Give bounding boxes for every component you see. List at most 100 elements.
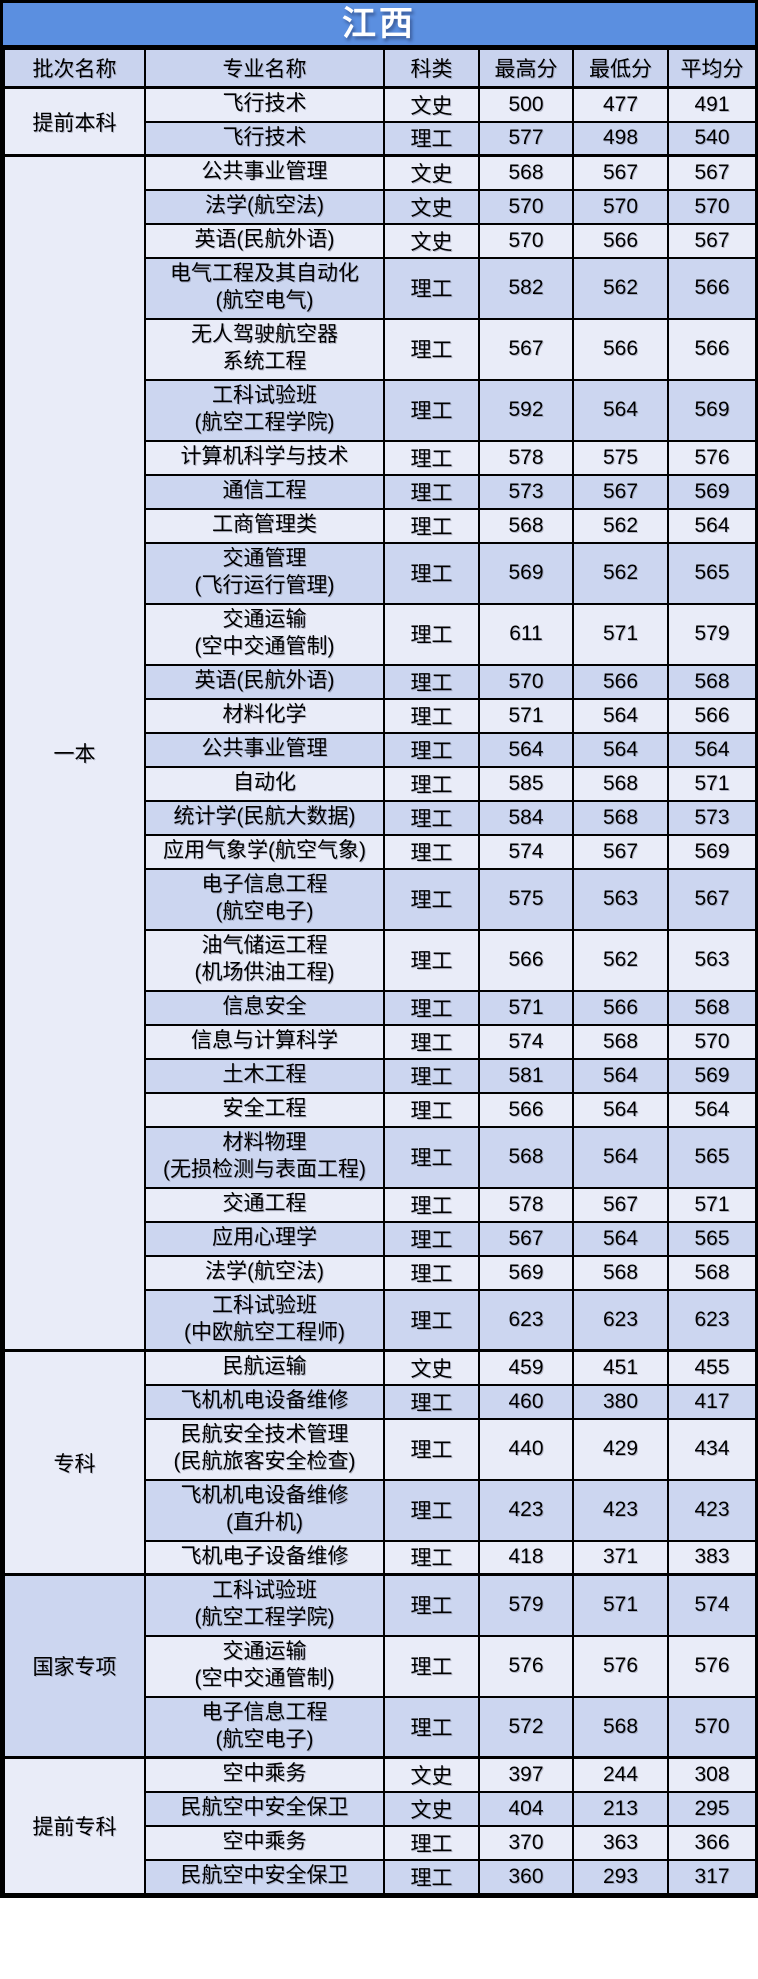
table-row: 计算机科学与技术 理工 578 575 576 (4, 439, 757, 476)
min-score-cell: 293 (572, 1858, 669, 1895)
table-row: 信息与计算科学 理工 574 568 570 (4, 1023, 757, 1060)
table-row: 飞机机电设备维修 (直升机) 理工 423 423 423 (4, 1478, 757, 1542)
avg-score-cell: 564 (667, 507, 757, 544)
batch-cell: 一本 (3, 154, 146, 1352)
max-score-cell: 423 (478, 1478, 574, 1542)
major-cell: 空中乘务 (144, 1756, 385, 1793)
max-score-cell: 397 (478, 1756, 574, 1793)
min-score-cell: 562 (572, 507, 669, 544)
max-score-cell: 575 (478, 867, 574, 931)
table-row: 信息安全 理工 571 566 568 (4, 989, 757, 1026)
max-score-cell: 370 (478, 1824, 574, 1861)
table-row: 应用气象学(航空气象) 理工 574 567 569 (4, 833, 757, 870)
major-cell: 飞行技术 (144, 120, 385, 157)
avg-score-cell: 455 (667, 1349, 757, 1386)
max-score-cell: 566 (478, 928, 574, 992)
major-cell: 交通运输 (空中交通管制) (144, 1634, 385, 1698)
major-cell: 飞机机电设备维修 (144, 1383, 385, 1420)
min-score-cell: 566 (572, 989, 669, 1026)
table-title: 江西 (3, 3, 755, 48)
max-score-cell: 584 (478, 799, 574, 836)
max-score-cell: 571 (478, 697, 574, 734)
category-cell: 理工 (383, 541, 480, 605)
max-score-cell: 569 (478, 541, 574, 605)
max-score-cell: 585 (478, 765, 574, 802)
table-row: 自动化 理工 585 568 571 (4, 765, 757, 802)
category-cell: 理工 (383, 1057, 480, 1094)
table-row: 法学(航空法) 文史 570 570 570 (4, 188, 757, 225)
min-score-cell: 568 (572, 1254, 669, 1291)
max-score-cell: 578 (478, 1186, 574, 1223)
avg-score-cell: 623 (667, 1288, 757, 1352)
avg-score-cell: 564 (667, 731, 757, 768)
avg-score-cell: 569 (667, 1057, 757, 1094)
max-score-cell: 566 (478, 1091, 574, 1128)
category-cell: 理工 (383, 439, 480, 476)
category-cell: 理工 (383, 663, 480, 700)
min-score-cell: 363 (572, 1824, 669, 1861)
category-cell: 理工 (383, 1023, 480, 1060)
category-cell: 理工 (383, 1417, 480, 1481)
major-cell: 飞机电子设备维修 (144, 1539, 385, 1576)
avg-score-cell: 564 (667, 1091, 757, 1128)
min-score-cell: 568 (572, 1023, 669, 1060)
avg-score-cell: 570 (667, 1695, 757, 1759)
max-score-cell: 592 (478, 378, 574, 442)
major-cell: 英语(民航外语) (144, 663, 385, 700)
max-score-cell: 578 (478, 439, 574, 476)
max-score-cell: 572 (478, 1695, 574, 1759)
category-cell: 文史 (383, 188, 480, 225)
major-cell: 空中乘务 (144, 1824, 385, 1861)
major-cell: 统计学(民航大数据) (144, 799, 385, 836)
max-score-cell: 500 (478, 86, 574, 123)
min-score-cell: 571 (572, 602, 669, 666)
avg-score-cell: 569 (667, 833, 757, 870)
major-cell: 油气储运工程 (机场供油工程) (144, 928, 385, 992)
major-cell: 民航安全技术管理 (民航旅客安全检查) (144, 1417, 385, 1481)
avg-score-cell: 569 (667, 473, 757, 510)
category-cell: 理工 (383, 317, 480, 381)
table-row: 民航空中安全保卫 文史 404 213 295 (4, 1790, 757, 1827)
table-row: 电气工程及其自动化 (航空电气) 理工 582 562 566 (4, 256, 757, 320)
table-row: 空中乘务 理工 370 363 366 (4, 1824, 757, 1861)
table-row: 工科试验班 (中欧航空工程师) 理工 623 623 623 (4, 1288, 757, 1352)
major-cell: 公共事业管理 (144, 731, 385, 768)
batch-cell: 提前本科 (3, 86, 146, 157)
table-row: 飞机机电设备维修 理工 460 380 417 (4, 1383, 757, 1420)
min-score-cell: 566 (572, 222, 669, 259)
min-score-cell: 564 (572, 1220, 669, 1257)
max-score-cell: 568 (478, 1125, 574, 1189)
category-cell: 文史 (383, 1756, 480, 1793)
min-score-cell: 564 (572, 697, 669, 734)
table-row: 英语(民航外语) 文史 570 566 567 (4, 222, 757, 259)
table-row: 安全工程 理工 566 564 564 (4, 1091, 757, 1128)
table-row: 交通运输 (空中交通管制) 理工 611 571 579 (4, 602, 757, 666)
table-row: 材料物理 (无损检测与表面工程) 理工 568 564 565 (4, 1125, 757, 1189)
max-score-cell: 360 (478, 1858, 574, 1895)
category-cell: 理工 (383, 1254, 480, 1291)
max-score-cell: 576 (478, 1634, 574, 1698)
min-score-cell: 429 (572, 1417, 669, 1481)
max-score-cell: 567 (478, 1220, 574, 1257)
category-cell: 理工 (383, 799, 480, 836)
major-cell: 英语(民航外语) (144, 222, 385, 259)
category-cell: 理工 (383, 1383, 480, 1420)
category-cell: 理工 (383, 1539, 480, 1576)
max-score-cell: 574 (478, 833, 574, 870)
min-score-cell: 213 (572, 1790, 669, 1827)
min-score-cell: 477 (572, 86, 669, 123)
table-row: 飞行技术 理工 577 498 540 (4, 120, 757, 157)
batch-cell: 国家专项 (3, 1573, 146, 1759)
avg-score-cell: 568 (667, 663, 757, 700)
category-cell: 文史 (383, 1349, 480, 1386)
major-cell: 工商管理类 (144, 507, 385, 544)
max-score-cell: 581 (478, 1057, 574, 1094)
category-cell: 理工 (383, 1220, 480, 1257)
category-cell: 理工 (383, 378, 480, 442)
avg-score-cell: 576 (667, 439, 757, 476)
max-score-cell: 573 (478, 473, 574, 510)
major-cell: 土木工程 (144, 1057, 385, 1094)
min-score-cell: 563 (572, 867, 669, 931)
category-cell: 文史 (383, 86, 480, 123)
major-cell: 无人驾驶航空器 系统工程 (144, 317, 385, 381)
